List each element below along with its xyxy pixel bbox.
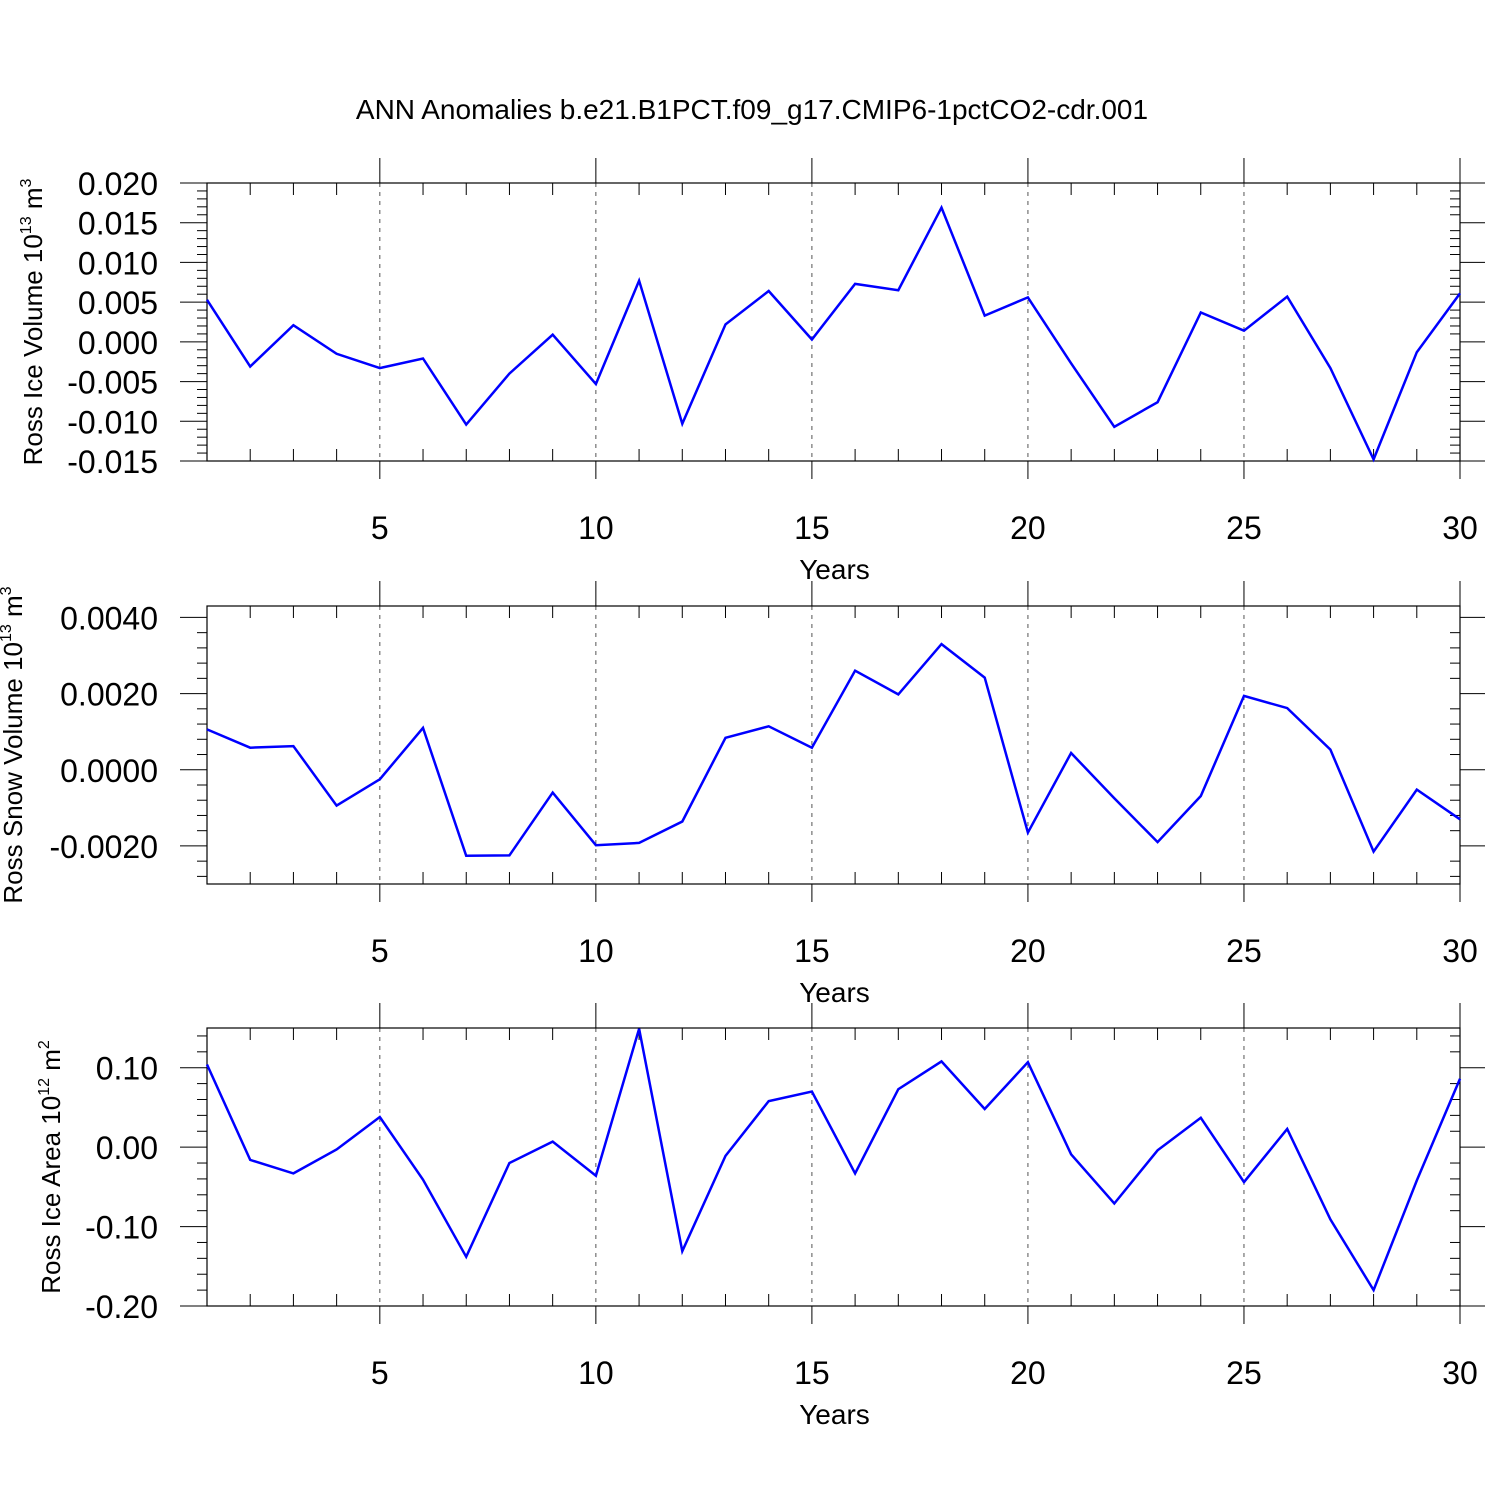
x-tick-label: 15: [794, 1355, 830, 1391]
y-tick-label: 0.10: [96, 1051, 158, 1087]
y-tick-label: -0.10: [85, 1210, 158, 1246]
x-tick-label: 5: [371, 933, 389, 969]
y-tick-label: -0.010: [67, 404, 158, 440]
x-tick-label: 10: [578, 933, 614, 969]
figure-title: ANN Anomalies b.e21.B1PCT.f09_g17.CMIP6-…: [356, 94, 1148, 125]
y-axis-label: Ross Snow Volume 1013 m3: [0, 586, 28, 903]
y-tick-label: -0.0020: [49, 829, 158, 865]
plot-frame: [206, 182, 1461, 462]
x-axis-label: Years: [799, 977, 870, 1008]
x-tick-label: 25: [1226, 1355, 1262, 1391]
series-line: [206, 642, 1461, 858]
plot-frame: [206, 1027, 1461, 1307]
y-axis-label: Ross Ice Area 1012 m2: [36, 1040, 66, 1294]
chart-panel-1: 5 10 15 20 25 30 -0.015 -0.010-0.005 0.000 0.005 0…: [18, 158, 1485, 585]
series-line: [205, 204, 1462, 463]
y-tick-label: 0.000: [78, 325, 158, 361]
y-tick-label: 0.00: [96, 1130, 158, 1166]
x-tick-label: 30: [1442, 933, 1478, 969]
x-tick-label: 25: [1226, 510, 1262, 546]
x-tick-label: 10: [578, 510, 614, 546]
chart-panel-3: 5 10 15 20 25 30 -0.20 -0.10 0.00 0.10 Years Ross I…: [36, 1003, 1485, 1430]
x-tick-label: 25: [1226, 933, 1262, 969]
panels: 5 10 15 20 25 30-0.015-0.010-0.0050.0000.0050…: [0, 158, 1485, 1430]
x-tick-label: 20: [1010, 510, 1046, 546]
y-tick-label: -0.015: [67, 444, 158, 480]
y-tick-label: -0.20: [85, 1289, 158, 1325]
x-tick-label: 5: [371, 510, 389, 546]
x-tick-label: 10: [578, 1355, 614, 1391]
series-line: [205, 1028, 1462, 1293]
y-tick-label: 0.010: [78, 245, 158, 281]
x-tick-label: 15: [794, 510, 830, 546]
y-tick-label: 0.015: [78, 206, 158, 242]
plot-frame: [206, 605, 1461, 885]
y-tick-label: 0.0040: [60, 600, 158, 636]
y-tick-label: 0.0020: [60, 677, 158, 713]
x-tick-label: 20: [1010, 1355, 1046, 1391]
x-tick-label: 15: [794, 933, 830, 969]
x-axis-label: Years: [799, 554, 870, 585]
x-tick-label: 20: [1010, 933, 1046, 969]
y-axis-label: Ross Ice Volume 1013 m3: [18, 178, 48, 465]
y-tick-label: -0.005: [67, 365, 158, 401]
y-tick-label: 0.0000: [60, 753, 158, 789]
x-tick-label: 30: [1442, 510, 1478, 546]
x-tick-label: 5: [371, 1355, 389, 1391]
y-tick-label: 0.020: [78, 166, 158, 202]
x-tick-label: 30: [1442, 1355, 1478, 1391]
x-axis-label: Years: [799, 1399, 870, 1430]
y-tick-label: 0.005: [78, 285, 158, 321]
chart-panel-2: 5 10 15 20 25 30 -0.0020 0.0000 0.0020 0.0040 Year…: [0, 581, 1485, 1008]
